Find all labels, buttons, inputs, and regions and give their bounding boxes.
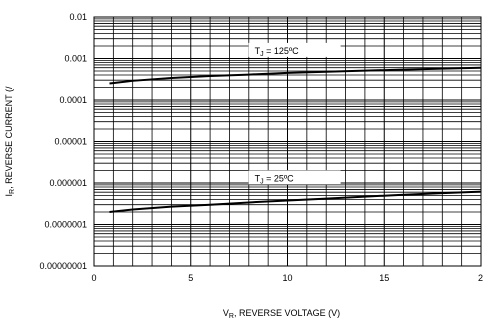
series-label: TJ = 125ºC xyxy=(255,46,300,58)
y-tick-label: 0.0001 xyxy=(59,95,87,105)
series-line xyxy=(109,66,482,85)
x-tick-label: 10 xyxy=(282,273,292,283)
x-tick-label: 0 xyxy=(91,273,96,283)
plot-frame xyxy=(93,16,482,267)
x-axis-title: VR, REVERSE VOLTAGE (V) xyxy=(223,308,340,320)
x-tick-labels: 0 5 10 15 2 xyxy=(91,273,483,283)
x-tick-label: 2 xyxy=(478,273,483,283)
series-label: TJ = 25ºC xyxy=(255,173,295,185)
series-line xyxy=(109,190,482,214)
x-tick-label: 15 xyxy=(379,273,389,283)
y-axis-title-sub: R xyxy=(9,189,16,194)
y-tick-labels: 0.00000001 0.0000001 0.000001 0.00001 0.0001… xyxy=(39,12,87,271)
series-label-box xyxy=(248,42,341,57)
y-tick-label: 0.001 xyxy=(64,54,87,64)
y-tick-label: 0.00000001 xyxy=(39,261,87,271)
x-axis-title-rest: , REVERSE VOLTAGE (V) xyxy=(234,308,340,318)
y-tick-label: 0.0000001 xyxy=(44,220,87,230)
y-axis-title-rest: , REVERSE CURRENT (/ xyxy=(4,86,14,189)
x-axis-title-sub: R xyxy=(229,313,234,320)
series-lines xyxy=(109,66,482,214)
y-axis-title: IR, REVERSE CURRENT (/ xyxy=(4,86,16,196)
series-label-box xyxy=(248,170,341,185)
x-tick-label: 5 xyxy=(188,273,193,283)
y-tick-label: 0.00001 xyxy=(54,137,87,147)
y-tick-label: 0.000001 xyxy=(49,178,87,188)
x-axis-title-main: V xyxy=(223,308,229,318)
series-labels: TJ = 125ºC TJ = 25ºC xyxy=(248,42,341,185)
y-axis-title-main: I xyxy=(4,194,14,197)
y-tick-label: 0.01 xyxy=(69,12,87,22)
